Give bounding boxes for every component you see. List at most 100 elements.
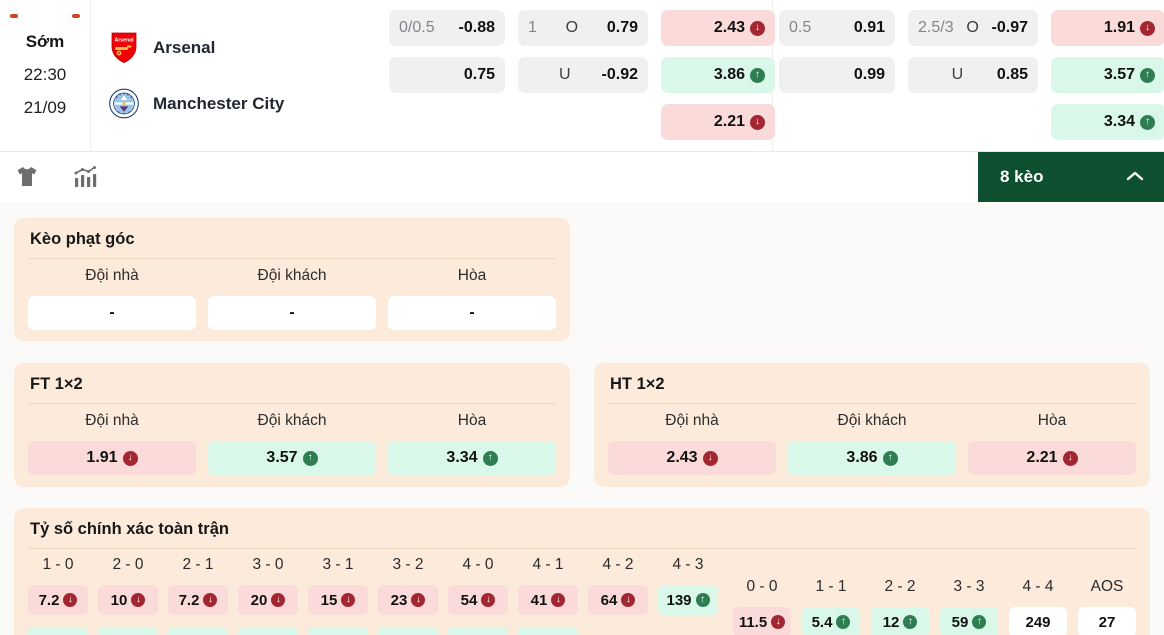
score-label: 1 - 1 — [815, 578, 847, 595]
teams-panel: Arsenal Arsenal — [91, 0, 383, 151]
corner-odds-grid: Đội nhà - Đội khách - Hòa - — [28, 267, 556, 330]
divider — [28, 548, 1136, 549]
column-header-draw: Hòa — [457, 412, 487, 429]
trend-up-icon: ↑ — [695, 593, 710, 607]
over-odds: -0.97 — [991, 19, 1028, 36]
away-column: Đội khách 3.57 ↑ — [208, 412, 376, 475]
score-odds-cell-cutoff[interactable] — [238, 627, 298, 635]
over-odds-cell[interactable]: 1 O 0.79 — [518, 10, 648, 46]
handicap-away-odds-cell[interactable]: 0.99 — [779, 57, 895, 93]
score-odds-cell[interactable]: 7.2 ↓ — [168, 585, 228, 615]
score-odds-cell[interactable]: 10 ↓ — [98, 585, 158, 615]
ft-home-odds-cell[interactable]: 1.91 ↓ — [28, 441, 196, 475]
trend-down-icon: ↓ — [750, 114, 765, 130]
ft-away-odds-cell[interactable]: 3.57 ↑ — [208, 441, 376, 475]
trend-down-icon: ↓ — [203, 593, 218, 607]
ft-draw-odds-cell[interactable]: 3.34 ↑ — [388, 441, 556, 475]
match-time: 22:30 — [23, 65, 67, 84]
score-odds-cell[interactable]: 41 ↓ — [518, 585, 578, 615]
ht-away-odds-cell[interactable]: 3.86 ↑ — [788, 441, 956, 475]
score-label: 4 - 2 — [602, 556, 634, 573]
score-odds-item: 3 - 0 20 ↓ — [238, 556, 298, 615]
trend-down-icon: ↓ — [1140, 20, 1155, 36]
match-header: Sớm 22:30 21/09 Arsenal Arsenal — [0, 0, 1164, 152]
score-odds-item: 3 - 3 59 ↑ — [940, 578, 998, 635]
home-column: Đội nhà 1.91 ↓ — [28, 412, 196, 475]
over-odds-cell[interactable]: 2.5/3 O -0.97 — [908, 10, 1038, 46]
score-odds-cell[interactable]: 15 ↓ — [308, 585, 368, 615]
home-win-odds: 1.91 — [1103, 19, 1135, 36]
score-odds-cell-cutoff[interactable] — [448, 627, 508, 635]
score-label: 4 - 3 — [672, 556, 704, 573]
away-win-odds-cell[interactable]: 3.57 ↑ — [1051, 57, 1164, 93]
score-odds-cell-cutoff[interactable] — [518, 627, 578, 635]
ht-draw-odds-cell[interactable]: 2.21 ↓ — [968, 441, 1136, 475]
score-odds-cell[interactable]: 54 ↓ — [448, 585, 508, 615]
bets-count-toggle[interactable]: 8 kèo — [978, 152, 1164, 202]
score-label: 2 - 2 — [884, 578, 916, 595]
score-label: 2 - 0 — [112, 556, 144, 573]
under-odds-cell[interactable]: U 0.85 — [908, 57, 1038, 93]
score-odds-cell[interactable]: 249 — [1009, 607, 1067, 635]
handicap-away-odds-cell[interactable]: 0.75 — [389, 57, 505, 93]
trend-up-icon: ↑ — [836, 615, 851, 629]
away-win-odds: 3.57 — [1103, 66, 1135, 83]
home-win-odds-cell[interactable]: 2.43 ↓ — [661, 10, 775, 46]
corner-away-odds-cell[interactable]: - — [208, 296, 376, 330]
under-odds-cell[interactable]: U -0.92 — [518, 57, 648, 93]
corner-home-odds-cell[interactable]: - — [28, 296, 196, 330]
stats-chart-icon[interactable] — [72, 164, 98, 190]
home-team-row[interactable]: Arsenal Arsenal — [109, 32, 383, 64]
score-odds-cell[interactable]: 12 ↑ — [871, 607, 929, 635]
trend-up-icon: ↑ — [903, 615, 918, 629]
match-time-panel: Sớm 22:30 21/09 — [0, 0, 91, 151]
score-odds-cell[interactable]: 59 ↑ — [940, 607, 998, 635]
card-title: Kèo phạt góc — [30, 230, 135, 248]
score-odds-item: 0 - 0 11.5 ↓ — [733, 578, 791, 635]
handicap-odds-cell[interactable]: 0/0.5 -0.88 — [389, 10, 505, 46]
draw-odds-cell[interactable]: 2.21 ↓ — [661, 104, 775, 140]
score-label: 1 - 0 — [42, 556, 74, 573]
score-odds-cell[interactable]: 139 ↑ — [658, 585, 718, 615]
handicap-home-odds: -0.88 — [458, 19, 495, 36]
draw-odds-cell[interactable]: 3.34 ↑ — [1051, 104, 1164, 140]
score-odds-item: 4 - 2 64 ↓ — [588, 556, 648, 615]
column-header-home: Đội nhà — [665, 412, 719, 429]
away-team-row[interactable]: Manchester City — [109, 88, 383, 120]
score-odds-cell-cutoff[interactable] — [378, 627, 438, 635]
over-label: O — [565, 19, 579, 36]
score-odds-item: 3 - 2 23 ↓ — [378, 556, 438, 615]
divider — [28, 403, 556, 404]
match-status: Sớm — [25, 32, 65, 51]
score-odds-cell-cutoff[interactable] — [98, 627, 158, 635]
corner-draw-odds-cell[interactable]: - — [388, 296, 556, 330]
score-odds-cell[interactable]: 20 ↓ — [238, 585, 298, 615]
score-odds-cell[interactable]: 64 ↓ — [588, 585, 648, 615]
score-odds-item: 4 - 1 41 ↓ — [518, 556, 578, 615]
over-label: O — [966, 19, 979, 36]
handicap-away-odds: 0.75 — [463, 66, 495, 83]
handicap-odds-cell[interactable]: 0.5 0.91 — [779, 10, 895, 46]
ft-1x2-card: FT 1×2 Đội nhà 1.91 ↓ Đội khách 3.57 ↑ H… — [14, 363, 570, 487]
score-odds-cell[interactable]: 27 — [1078, 607, 1136, 635]
handicap-away-odds: 0.99 — [853, 66, 885, 83]
toolbar: 8 kèo — [0, 152, 1164, 202]
home-column: Đội nhà - — [28, 267, 196, 330]
match-date: 21/09 — [23, 98, 67, 117]
draw-column: Hòa 3.34 ↑ — [388, 412, 556, 475]
score-odds-cell-cutoff[interactable] — [168, 627, 228, 635]
score-odds-cell[interactable]: 11.5 ↓ — [733, 607, 791, 635]
jersey-icon[interactable] — [14, 164, 40, 190]
score-odds-cell[interactable]: 5.4 ↑ — [802, 607, 860, 635]
home-win-odds-cell[interactable]: 1.91 ↓ — [1051, 10, 1164, 46]
trend-down-icon: ↓ — [621, 593, 636, 607]
draw-odds: 3.34 — [1103, 113, 1135, 130]
ht-home-odds-cell[interactable]: 2.43 ↓ — [608, 441, 776, 475]
draw-odds: 2.21 — [713, 113, 745, 130]
score-odds-cell-cutoff[interactable] — [308, 627, 368, 635]
score-odds-cell-cutoff[interactable] — [28, 627, 88, 635]
score-odds-cell[interactable]: 7.2 ↓ — [28, 585, 88, 615]
away-win-odds-cell[interactable]: 3.86 ↑ — [661, 57, 775, 93]
trend-up-icon: ↑ — [1140, 114, 1155, 130]
score-odds-cell[interactable]: 23 ↓ — [378, 585, 438, 615]
